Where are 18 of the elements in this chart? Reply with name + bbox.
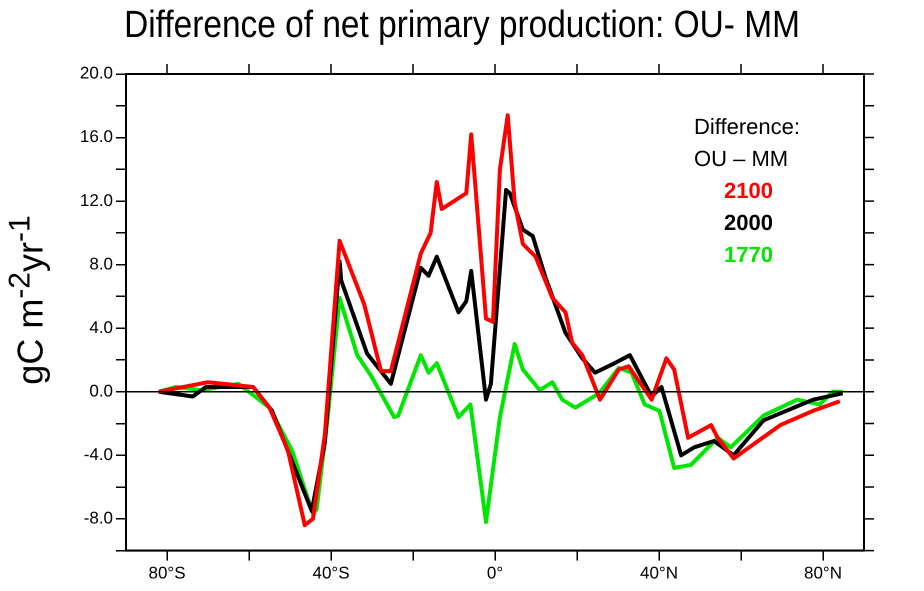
y-tick-label: -8.0 [84, 508, 113, 528]
chart-title: Difference of net primary production: OU- MM [123, 4, 801, 47]
y-tick-label: 16.0 [80, 127, 113, 146]
x-tick-label: 80°N [804, 563, 842, 582]
y-tick-label: 0.0 [89, 381, 113, 400]
y-tick-label: -4.0 [84, 444, 113, 464]
text: 2100 [724, 178, 773, 203]
x-tick-label: 40°S [312, 563, 350, 582]
text: 2000 [724, 210, 773, 235]
x-tick-label: 0° [486, 563, 504, 582]
x-tick-label: 80°S [148, 563, 186, 582]
y-tick-label: 12.0 [80, 190, 113, 210]
text: 1770 [724, 242, 773, 267]
y-tick-label: 20.0 [80, 64, 113, 83]
legend-title: Difference: OU – MM [694, 114, 800, 171]
y-tick-label: 4.0 [89, 318, 113, 337]
y-tick-label: 8.0 [89, 254, 113, 274]
x-tick-label: 40°N [640, 563, 678, 582]
